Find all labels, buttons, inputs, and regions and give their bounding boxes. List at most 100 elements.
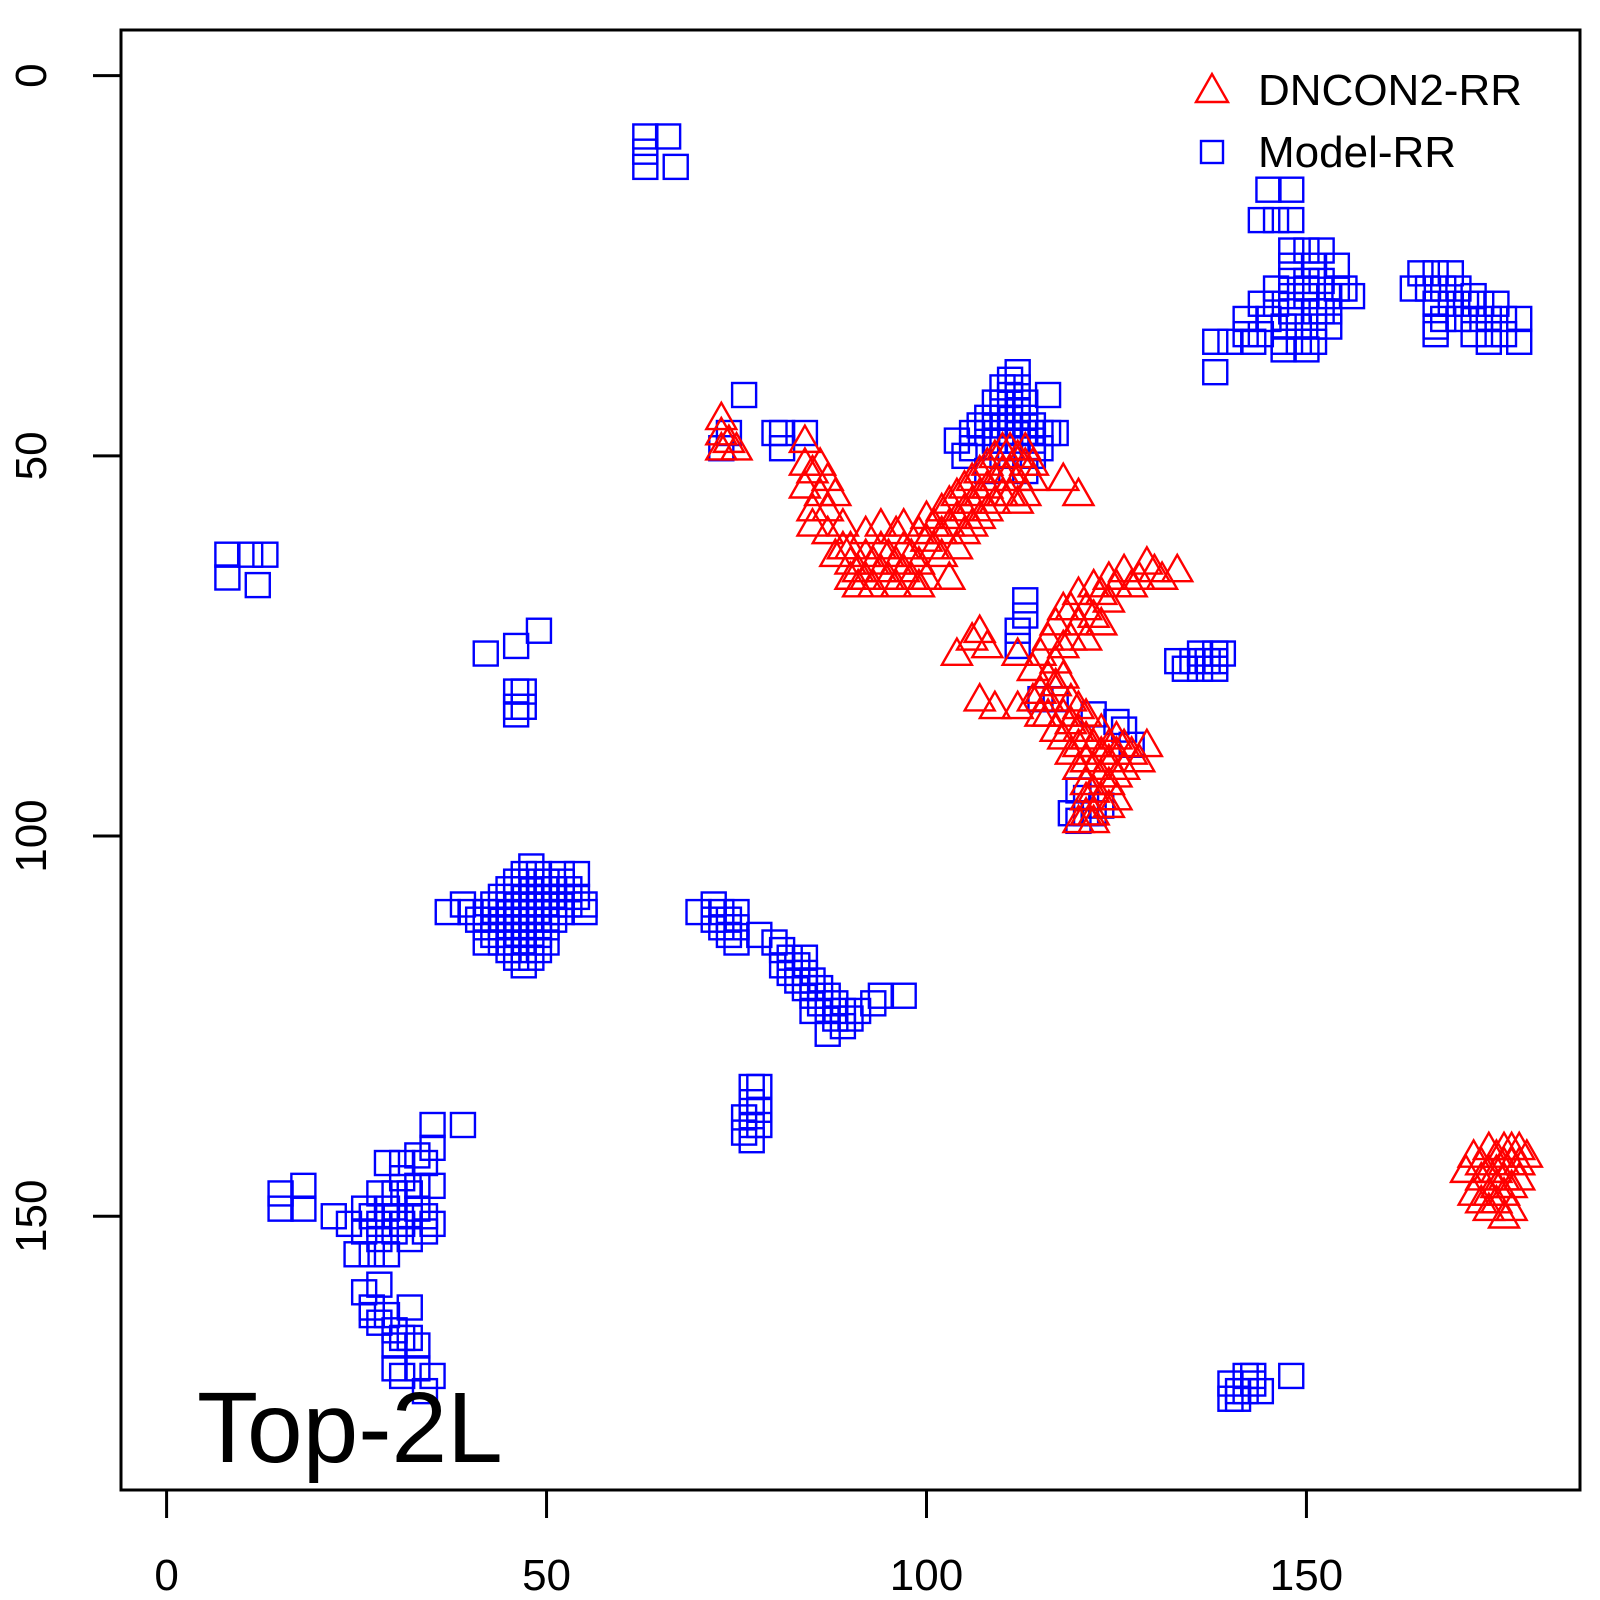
dncon2-rr-point [1061, 689, 1096, 720]
model-rr-point [449, 891, 477, 918]
model-rr-point [472, 898, 499, 926]
y-tick-label: 150 [7, 1180, 56, 1253]
dncon2-rr-point [1015, 446, 1050, 476]
model-rr-point [761, 929, 788, 956]
model-rr-point [495, 891, 522, 918]
dncon2-rr-point [1031, 620, 1066, 651]
model-rr-point [784, 952, 811, 979]
model-rr-point [518, 883, 545, 911]
model-rr-point [723, 929, 750, 956]
model-rr-point [1164, 647, 1191, 675]
model-rr-point [1300, 252, 1328, 279]
model-rr-point [540, 876, 568, 903]
model-rr-point [822, 990, 849, 1017]
model-rr-point [632, 123, 659, 150]
model-rr-point [943, 427, 971, 454]
model-rr-point [1217, 1370, 1244, 1397]
model-rr-point [1270, 313, 1297, 340]
dncon2-rr-point [1076, 772, 1111, 803]
x-tick-label: 0 [154, 1551, 178, 1600]
model-rr-point [1316, 282, 1343, 310]
model-rr-point [1202, 647, 1229, 675]
model-rr-point [533, 914, 560, 941]
model-rr-point [1293, 336, 1320, 363]
model-rr-point [1278, 267, 1305, 295]
model-rr-point [556, 891, 583, 918]
model-rr-point [502, 632, 530, 660]
dncon2-rr-point [1046, 461, 1081, 492]
model-rr-point [472, 914, 499, 941]
dncon2-rr-point [1471, 1191, 1506, 1222]
model-rr-point [1224, 1385, 1252, 1412]
legend-marker-dncon2-rr [1193, 71, 1231, 104]
dncon2-rr-point [1084, 605, 1119, 636]
model-rr-point [366, 1225, 393, 1253]
model-rr-point [1490, 320, 1518, 348]
model-rr-point [358, 1203, 385, 1230]
dncon2-rr-point [977, 484, 1012, 514]
dncon2-rr-point [825, 506, 860, 537]
model-rr-point [1460, 320, 1487, 348]
dncon2-rr-point [719, 430, 754, 461]
model-rr-point [411, 1377, 439, 1405]
model-rr-point [236, 541, 264, 568]
model-rr-point [708, 914, 735, 941]
model-rr-point [989, 374, 1016, 401]
dncon2-rr-point [1144, 560, 1180, 590]
dncon2-rr-point [833, 560, 868, 590]
dncon2-rr-point [1114, 734, 1149, 765]
model-rr-point [1460, 305, 1487, 333]
dncon2-rr-point [1061, 476, 1096, 507]
model-rr-point [267, 1195, 294, 1222]
model-rr-point [814, 1020, 841, 1047]
model-rr-point [1186, 655, 1214, 682]
model-rr-point [989, 404, 1016, 432]
model-rr-point [1445, 275, 1472, 302]
dncon2-rr-point [1502, 1145, 1537, 1176]
model-rr-point [738, 1111, 765, 1139]
model-rr-point [388, 1165, 416, 1192]
model-rr-point [388, 1149, 416, 1177]
model-rr-point [419, 1172, 446, 1200]
model-rr-point [1422, 320, 1449, 348]
model-rr-point [510, 921, 537, 949]
dncon2-rr-point [1084, 575, 1119, 606]
model-rr-point [1483, 290, 1510, 317]
model-rr-point [502, 914, 530, 941]
model-rr-point [381, 1203, 408, 1230]
model-rr-point [502, 693, 530, 720]
model-rr-point [457, 898, 484, 926]
dncon2-rr-point [1068, 742, 1104, 773]
model-rr-point [806, 974, 834, 1002]
model-rr-point [1300, 328, 1328, 355]
dncon2-rr-point [1448, 1153, 1484, 1184]
y-axis: 0 50 100 150 [7, 63, 123, 1253]
model-rr-point [533, 868, 560, 895]
model-rr-point [404, 1142, 431, 1169]
model-rr-point [480, 891, 507, 918]
model-rr-point [396, 1180, 423, 1207]
model-rr-point [396, 1225, 423, 1253]
dncon2-rr-point [1479, 1153, 1514, 1184]
y-tick-label: 50 [7, 431, 56, 480]
model-rr-point [487, 914, 515, 941]
dncon2-rr-point [810, 491, 845, 522]
model-rr-point [373, 1149, 401, 1177]
model-rr-point [715, 921, 743, 949]
model-rr-point [799, 997, 826, 1025]
x-tick-label: 150 [1270, 1551, 1343, 1600]
model-rr-point [662, 153, 689, 181]
model-rr-point [844, 997, 872, 1025]
model-rr-point [1452, 290, 1480, 317]
model-rr-point [996, 381, 1024, 409]
model-rr-point [480, 921, 507, 949]
dncon2-rr-point [955, 506, 990, 537]
y-tick-label: 0 [7, 63, 56, 87]
model-rr-point [480, 906, 507, 933]
dncon2-rr-point [1000, 689, 1035, 720]
dncon2-rr-point [970, 628, 1005, 659]
dncon2-rr-point [787, 468, 822, 499]
model-rr-point [518, 898, 545, 926]
model-rr-point [495, 876, 522, 903]
model-rr-point [1171, 655, 1199, 682]
